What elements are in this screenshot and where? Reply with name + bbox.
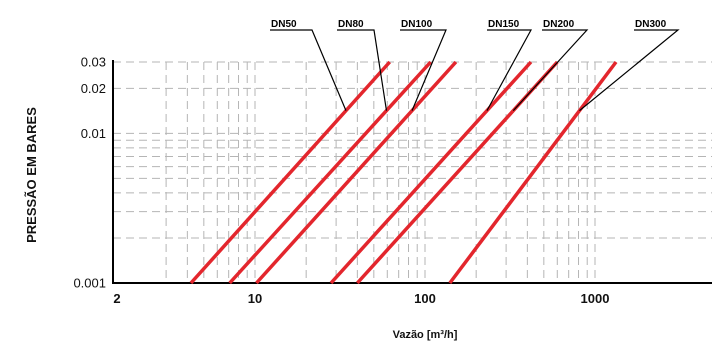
tick-labels: 0.001 0.01 0.02 0.03 2 10 100 1000	[73, 55, 609, 307]
x-tick-label: 2	[113, 291, 120, 306]
series-line-dn100	[255, 60, 458, 285]
y-tick-label: 0.01	[81, 126, 106, 141]
leader-line-dn200	[512, 29, 589, 112]
y-axis-label: PRESSÃO EM BARES	[24, 107, 39, 243]
x-axis-label: Vazão [m³/h]	[393, 329, 458, 341]
series-label-dn50: DN50	[271, 19, 297, 30]
series-line-dn80	[228, 60, 432, 285]
series-label-dn200: DN200	[543, 19, 575, 30]
series-line-dn150	[329, 60, 533, 285]
axes	[112, 60, 712, 284]
leader-line-dn80	[337, 29, 388, 111]
leader-line-dn100	[400, 29, 447, 111]
series-label-dn100: DN100	[401, 19, 433, 30]
x-tick-label: 10	[248, 291, 262, 306]
series-lines	[189, 60, 618, 285]
series-label-dn300: DN300	[635, 19, 667, 30]
leader-line-dn50	[270, 29, 347, 111]
series-label-dn80: DN80	[338, 19, 364, 30]
y-tick-label: 0.02	[81, 81, 106, 96]
x-tick-label: 100	[414, 291, 436, 306]
y-tick-label: 0.03	[81, 55, 106, 70]
series-line-dn50	[189, 60, 392, 285]
series-line-dn300	[448, 60, 618, 285]
series-labels: DN50 DN80 DN100 DN150 DN200 DN300	[270, 19, 680, 112]
series-label-dn150: DN150	[488, 19, 520, 30]
y-tick-label: 0.001	[73, 276, 106, 291]
x-tick-label: 1000	[581, 291, 610, 306]
leader-line-dn300	[579, 29, 680, 112]
grid	[113, 61, 712, 283]
leader-line-dn150	[486, 29, 533, 111]
